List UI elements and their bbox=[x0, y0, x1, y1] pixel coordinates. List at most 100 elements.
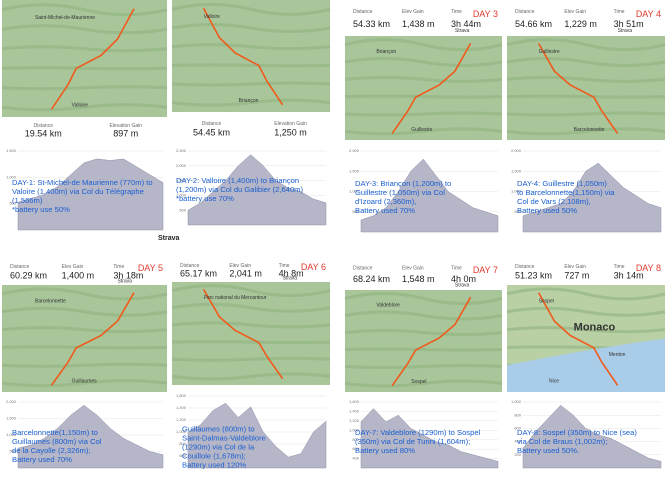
terrain bbox=[344, 379, 503, 388]
caption: (1,566m) bbox=[12, 196, 43, 205]
route bbox=[537, 43, 619, 135]
stat-label: Elevation Gain bbox=[109, 123, 142, 129]
terrain bbox=[171, 356, 331, 362]
map bbox=[2, 0, 167, 117]
stat-value: 19.54 km bbox=[25, 129, 62, 139]
stat-label: Distance bbox=[10, 264, 30, 270]
y-tick-label: 800 bbox=[352, 437, 359, 442]
caption: Battery used 70% bbox=[12, 455, 72, 464]
route bbox=[391, 43, 472, 135]
terrain bbox=[1, 379, 168, 388]
stat-label: Distance bbox=[180, 263, 200, 269]
day-label: DAY 8 bbox=[636, 263, 661, 273]
y-tick-label: 500 bbox=[179, 207, 186, 212]
y-tick-label: 2,000 bbox=[349, 148, 360, 153]
terrain bbox=[1, 326, 168, 334]
place-label: Valloire bbox=[72, 103, 89, 109]
place-label: Nice bbox=[549, 379, 559, 385]
day-label: DAY 4 bbox=[636, 9, 661, 19]
caption: *battery use 70% bbox=[176, 194, 234, 203]
y-tick-label: 1,000 bbox=[349, 189, 360, 194]
y-tick-label: 500 bbox=[514, 209, 521, 214]
terrain bbox=[344, 329, 503, 336]
stats-bar bbox=[345, 0, 502, 36]
y-tick-label: 800 bbox=[179, 441, 186, 446]
terrain bbox=[1, 45, 168, 53]
map bbox=[2, 285, 167, 392]
stat-label: Time bbox=[451, 266, 462, 272]
caption: (1290m) via Col de la bbox=[182, 443, 255, 452]
terrain bbox=[1, 362, 168, 368]
y-tick-label: 500 bbox=[9, 201, 16, 206]
terrain bbox=[171, 372, 331, 381]
terrain bbox=[506, 111, 666, 117]
stat-label: Elev Gain bbox=[402, 266, 424, 272]
caption: DAY-3: Briançon (1,200m) to bbox=[355, 179, 451, 188]
place-label: Sospel bbox=[411, 379, 426, 385]
y-tick-label: 800 bbox=[514, 412, 521, 417]
elevation-profile bbox=[360, 408, 499, 469]
stat-label: Distance bbox=[515, 264, 535, 270]
route bbox=[202, 288, 284, 380]
stat-label: Distance bbox=[353, 9, 373, 15]
caption: Battery used 50% bbox=[517, 206, 577, 215]
stat-value: 54.45 km bbox=[193, 128, 230, 138]
caption: (1,200m) via Col du Galibier (2,640m) bbox=[176, 185, 304, 194]
caption: Battery used 70% bbox=[355, 206, 415, 215]
terrain bbox=[506, 326, 666, 334]
elevation-profile bbox=[522, 404, 662, 469]
place-label: Barcelonnette bbox=[35, 298, 66, 304]
day-label: DAY 3 bbox=[473, 9, 498, 19]
stat-value: 3h 14m bbox=[614, 271, 644, 281]
stat-label: Time bbox=[113, 264, 124, 270]
caption: Valoire (1,400m) via Col du Télégraphe bbox=[12, 187, 144, 196]
terrain bbox=[171, 63, 331, 68]
terrain bbox=[171, 340, 331, 345]
day-label: DAY 6 bbox=[301, 262, 326, 272]
elevation-profile bbox=[17, 404, 164, 469]
stat-label: Elevation Gain bbox=[274, 121, 307, 127]
caption: d'Izoard (2,360m), bbox=[355, 197, 416, 206]
day-label: DAY 7 bbox=[473, 265, 498, 275]
elevation-profile bbox=[17, 158, 164, 231]
terrain bbox=[1, 66, 168, 71]
caption: Guillaumes (800m) to bbox=[182, 425, 255, 434]
caption: Col de Vars (2,108m), bbox=[517, 197, 591, 206]
caption: to Barcelonnette(1,150m) via bbox=[517, 188, 615, 197]
caption: DAY-4: Guillestre (1,050m) bbox=[517, 179, 607, 188]
stat-label: Distance bbox=[34, 123, 54, 129]
elevation-profile bbox=[187, 402, 327, 469]
terrain bbox=[344, 94, 503, 99]
terrain bbox=[171, 2, 331, 16]
y-tick-label: 2,500 bbox=[176, 148, 187, 153]
stats-bar bbox=[507, 0, 665, 36]
caption: Guillaumes (800m) via Col bbox=[12, 437, 102, 446]
map bbox=[172, 282, 330, 385]
place-label: Briançon bbox=[376, 49, 396, 55]
caption: Barcelonnette(1,150m) to bbox=[12, 428, 98, 437]
y-tick-label: 1,000 bbox=[6, 432, 17, 437]
y-tick-label: 1,400 bbox=[176, 405, 187, 410]
route bbox=[202, 7, 284, 106]
terrain bbox=[344, 292, 503, 305]
y-tick-label: 200 bbox=[514, 452, 521, 457]
caption: *battery use 50% bbox=[12, 205, 70, 214]
stat-label: Elev Gain bbox=[564, 9, 586, 15]
day-label: DAY 5 bbox=[138, 263, 163, 273]
terrain bbox=[1, 345, 168, 350]
terrain bbox=[506, 306, 666, 317]
y-tick-label: 500 bbox=[9, 449, 16, 454]
terrain bbox=[344, 75, 503, 83]
terrain bbox=[344, 364, 503, 369]
stat-value: 2,041 m bbox=[229, 269, 262, 279]
elevation-profile bbox=[522, 162, 662, 233]
caption: DAY-2: Valloire (1,400m) to Briançon bbox=[176, 176, 299, 185]
strava-mark: Strava bbox=[618, 28, 633, 34]
strava-mark: Strava bbox=[455, 28, 470, 34]
stat-label: Time bbox=[451, 9, 462, 15]
route bbox=[537, 292, 619, 386]
terrain bbox=[171, 284, 331, 298]
stat-value: 68.24 km bbox=[353, 274, 390, 284]
strava-mark: Strava bbox=[118, 278, 133, 284]
